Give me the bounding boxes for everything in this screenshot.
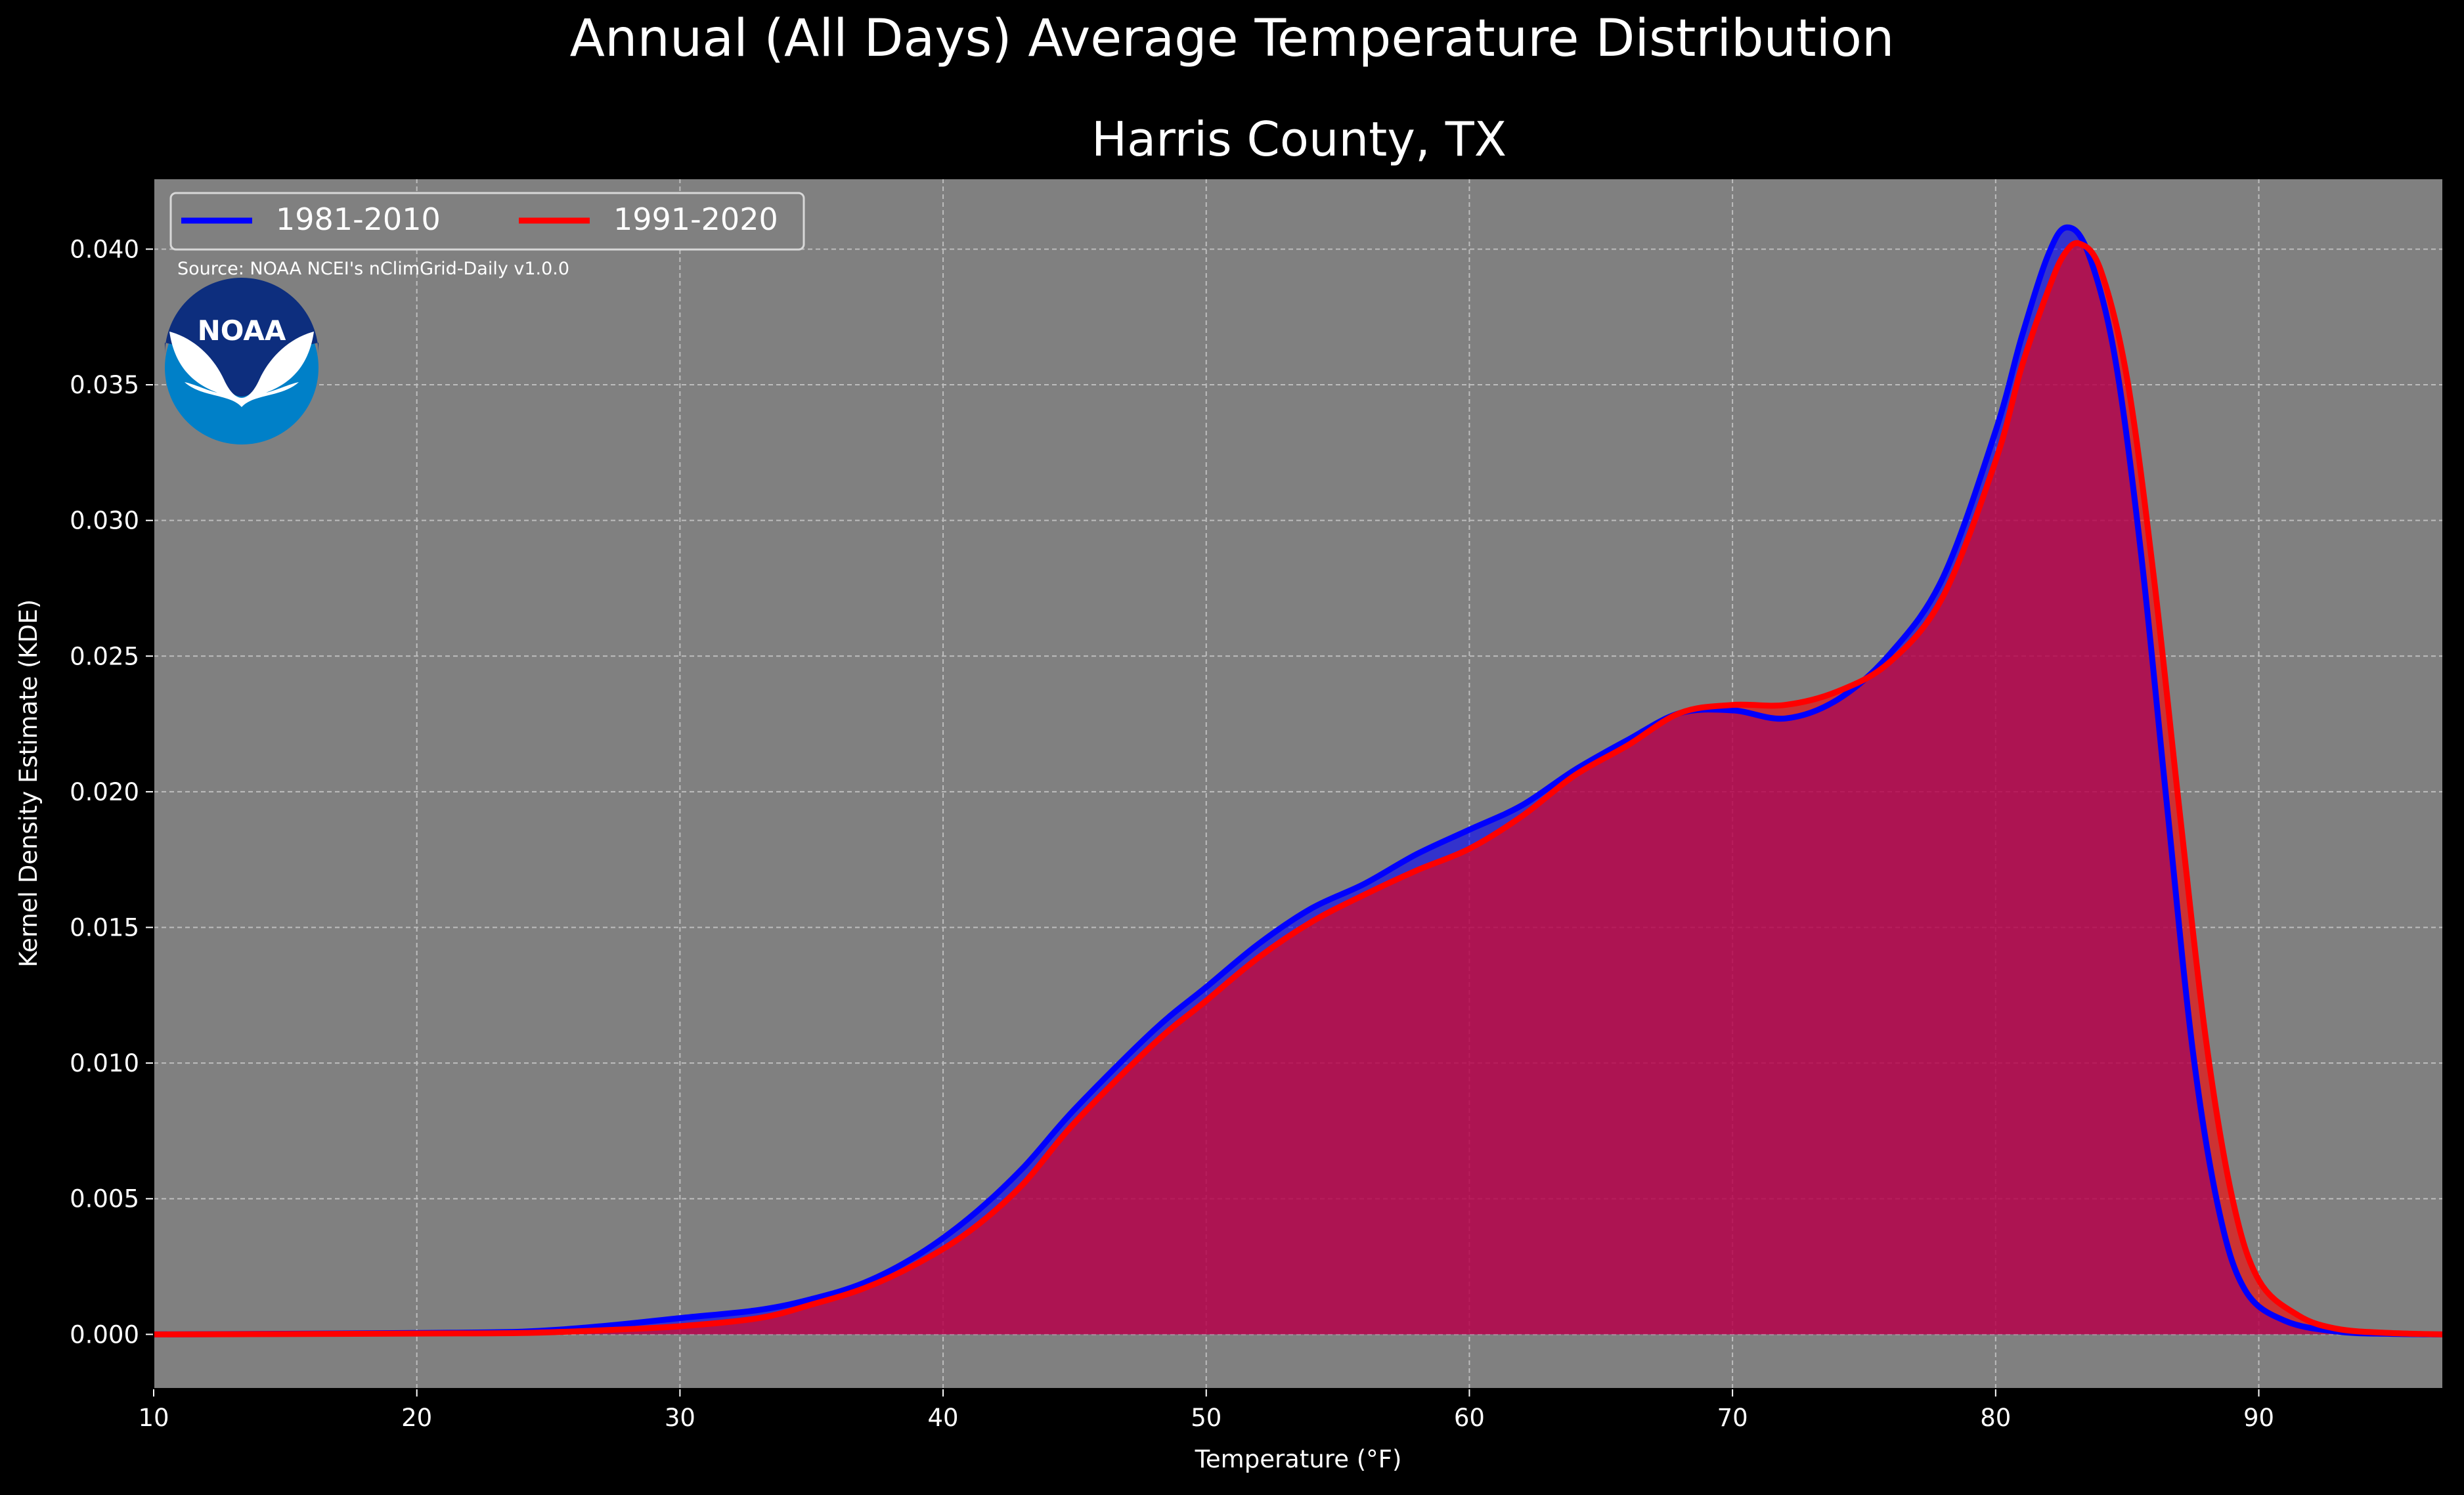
x-tick-label: 70 [1717, 1404, 1748, 1432]
y-axis: 0.000 0.005 0.010 0.015 0.020 0.025 0.030 0.035… [70, 235, 154, 1349]
legend-box [169, 192, 805, 251]
source-note: Source: NOAA NCEI's nClimGrid-Daily v1.0… [177, 259, 569, 279]
y-tick-label: 0.015 [70, 914, 139, 942]
y-tick-label: 0.030 [70, 507, 139, 535]
legend-label-1981-2010: 1981-2010 [276, 202, 441, 237]
noaa-logo: NOAA [165, 278, 319, 444]
y-tick-label: 0.005 [70, 1185, 139, 1213]
x-tick-label: 50 [1191, 1404, 1221, 1432]
series-line-1991-2020 [154, 240, 2443, 1337]
x-tick-label: 90 [2243, 1404, 2274, 1432]
y-tick-label: 0.040 [70, 235, 139, 263]
series-fill-1991-2020 [154, 243, 2443, 1335]
chart-subtitle: Harris County, TX [1091, 112, 1507, 167]
legend: 1981-2010 1991-2020 [169, 192, 805, 251]
x-axis: 10 20 30 40 50 60 70 80 90 [138, 1389, 2274, 1432]
y-tick-label: 0.035 [70, 371, 139, 399]
y-tick-label: 0.010 [70, 1049, 139, 1077]
y-axis-label: Kernel Density Estimate (KDE) [14, 599, 43, 968]
series-lines [154, 224, 2443, 1337]
noaa-logo-text: NOAA [198, 314, 286, 347]
y-tick-label: 0.025 [70, 642, 139, 670]
series-fills [154, 227, 2443, 1335]
figure-title: Annual (All Days) Average Temperature Di… [570, 9, 1895, 68]
legend-label-1991-2020: 1991-2020 [613, 202, 778, 237]
x-tick-label: 40 [928, 1404, 959, 1432]
x-axis-label: Temperature (°F) [1195, 1445, 1402, 1473]
x-tick-label: 10 [138, 1404, 169, 1432]
x-tick-label: 60 [1454, 1404, 1485, 1432]
x-tick-label: 20 [401, 1404, 432, 1432]
y-tick-label: 0.020 [70, 778, 139, 806]
plot-frame [153, 178, 2444, 1389]
x-tick-label: 80 [1980, 1404, 2011, 1432]
x-tick-label: 30 [665, 1404, 695, 1432]
series-line-1981-2010 [154, 224, 2443, 1337]
y-tick-label: 0.000 [70, 1320, 139, 1349]
